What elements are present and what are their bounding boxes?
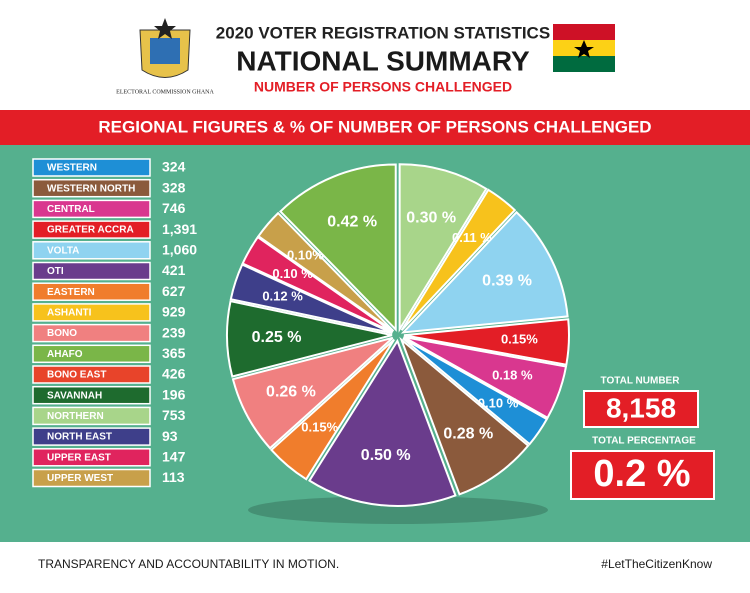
legend-count: 929 xyxy=(162,304,186,320)
footer-left: TRANSPARENCY AND ACCOUNTABILITY IN MOTIO… xyxy=(38,557,339,571)
legend-swatch xyxy=(32,178,151,198)
emblem xyxy=(139,18,191,78)
legend-name: VOLTA xyxy=(47,245,79,256)
pie-slice xyxy=(231,336,394,450)
legend-swatch xyxy=(32,220,151,239)
legend-count: 328 xyxy=(162,179,186,195)
slice-label: 0.39 % xyxy=(482,273,532,290)
legend-count: 753 xyxy=(162,407,186,423)
legend-name: CENTRAL xyxy=(47,204,95,215)
slice-label: 0.10 % xyxy=(272,266,313,281)
total-percentage: 0.2 % xyxy=(593,453,690,495)
legend-swatch xyxy=(32,303,151,322)
slice-label: 0.30 % xyxy=(406,209,456,226)
legend-count: 93 xyxy=(162,428,178,444)
total-percentage-box xyxy=(570,450,715,500)
legend-count: 365 xyxy=(162,345,186,361)
pie-slice xyxy=(308,338,457,507)
legend-swatch xyxy=(32,344,151,364)
legend-swatch xyxy=(32,158,151,177)
legend-name: NORTH EAST xyxy=(47,432,112,443)
slice-label: 0.10% xyxy=(287,248,324,263)
total-number: 8,158 xyxy=(606,392,676,423)
slice-label: 0.26 % xyxy=(266,384,316,401)
legend-name: WESTERN xyxy=(47,163,97,174)
pie-slice xyxy=(241,235,394,333)
flag xyxy=(553,24,615,72)
pie-slice xyxy=(400,210,569,334)
slice-label: 0.28 % xyxy=(443,425,493,442)
footer-right: #LetTheCitizenKnow xyxy=(601,557,712,571)
legend-count: 113 xyxy=(162,469,185,485)
header-title: 2020 VOTER REGISTRATION STATISTICS xyxy=(216,23,550,42)
legend-name: WESTERN NORTH xyxy=(47,183,135,194)
legend-count: 1,391 xyxy=(162,221,197,237)
pie-slice xyxy=(399,336,530,496)
pie-slice xyxy=(402,337,549,446)
pie-slice xyxy=(398,163,488,333)
slice-label: 0.25 % xyxy=(252,329,302,346)
slice-label: 0.42 % xyxy=(327,214,377,231)
legend-count: 746 xyxy=(162,200,186,216)
legend-swatch xyxy=(32,199,151,219)
banner-bg xyxy=(0,110,750,145)
legend-swatch xyxy=(32,385,151,405)
legend-swatch xyxy=(32,448,151,467)
legend-name: NORTHERN xyxy=(47,411,104,422)
legend-name: SAVANNAH xyxy=(47,390,102,401)
legend-swatch xyxy=(32,282,151,301)
legend-swatch xyxy=(32,468,151,488)
pie-slice xyxy=(279,163,397,332)
pie-slice xyxy=(400,188,517,331)
legend-name: ASHANTI xyxy=(47,308,92,319)
legend-name: UPPER EAST xyxy=(47,452,111,463)
banner: REGIONAL FIGURES & % OF NUMBER OF PERSON… xyxy=(98,117,651,136)
legend: WESTERN 324 WESTERN NORTH 328 CENTRAL 746 GREA… xyxy=(32,158,197,488)
legend-count: 239 xyxy=(162,324,186,340)
emblem-caption: ELECTORAL COMMISSION GHANA xyxy=(116,89,214,95)
slice-label: 0.11 % xyxy=(452,230,492,245)
legend-name: GREATER ACCRA xyxy=(47,225,134,236)
legend-swatch xyxy=(32,323,151,343)
slice-label: 0.15% xyxy=(501,331,538,346)
legend-count: 421 xyxy=(162,262,186,278)
header-heading: NATIONAL SUMMARY xyxy=(236,45,530,76)
pie-chart: 0.30 % 0.11 % 0.39 % 0.15% 0.18 % 0.10 % 0.28 … xyxy=(226,163,570,524)
legend-count: 196 xyxy=(162,386,186,402)
pie-slice xyxy=(270,338,395,481)
legend-swatch xyxy=(32,406,151,426)
pie-slice xyxy=(403,336,568,420)
header-subtitle: NUMBER OF PERSONS CHALLENGED xyxy=(254,79,512,95)
total-number-box xyxy=(583,390,699,428)
slice-label: 0.18 % xyxy=(492,368,533,383)
slice-label: 0.12 % xyxy=(262,288,303,303)
pie-slice xyxy=(403,318,570,366)
slice-label: 0.10 % xyxy=(478,395,519,410)
legend-name: BONO xyxy=(47,328,77,339)
pie-slice xyxy=(257,211,395,332)
legend-swatch xyxy=(32,427,151,446)
legend-count: 627 xyxy=(162,283,186,299)
legend-swatch xyxy=(32,241,151,260)
legend-name: AHAFO xyxy=(47,349,83,360)
legend-name: OTI xyxy=(47,266,64,277)
legend-count: 324 xyxy=(162,159,186,175)
legend-name: EASTERN xyxy=(47,287,95,298)
total-number-label: TOTAL NUMBER xyxy=(601,376,681,387)
pie-shadow xyxy=(248,496,548,524)
total-percentage-label: TOTAL PERCENTAGE xyxy=(592,436,696,447)
pie-slice xyxy=(226,299,393,378)
legend-count: 426 xyxy=(162,366,186,382)
slice-label: 0.15% xyxy=(301,419,338,434)
legend-count: 147 xyxy=(162,449,186,465)
legend-name: BONO EAST xyxy=(47,370,106,381)
legend-swatch xyxy=(32,365,151,384)
pie-slice xyxy=(229,263,393,335)
legend-count: 1,060 xyxy=(162,242,197,258)
legend-swatch xyxy=(32,261,151,281)
legend-name: UPPER WEST xyxy=(47,473,113,484)
slice-label: 0.50 % xyxy=(361,447,411,464)
